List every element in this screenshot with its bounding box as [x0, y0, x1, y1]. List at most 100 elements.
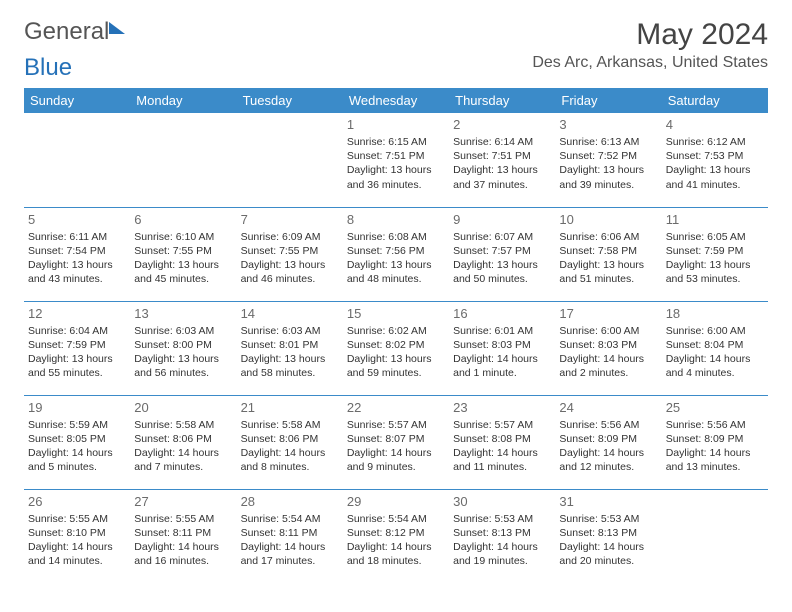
daylight-line1: Daylight: 14 hours: [28, 540, 126, 554]
sunset-text: Sunset: 7:52 PM: [559, 149, 657, 163]
sunset-text: Sunset: 8:08 PM: [453, 432, 551, 446]
calendar-cell: 14Sunrise: 6:03 AMSunset: 8:01 PMDayligh…: [237, 301, 343, 395]
day-info: Sunrise: 6:11 AMSunset: 7:54 PMDaylight:…: [28, 230, 126, 287]
day-info: Sunrise: 5:58 AMSunset: 8:06 PMDaylight:…: [134, 418, 232, 475]
daylight-line1: Daylight: 14 hours: [559, 352, 657, 366]
day-number: 28: [241, 494, 339, 509]
calendar-cell: 7Sunrise: 6:09 AMSunset: 7:55 PMDaylight…: [237, 207, 343, 301]
daylight-line2: and 12 minutes.: [559, 460, 657, 474]
sunset-text: Sunset: 7:55 PM: [134, 244, 232, 258]
daylight-line2: and 1 minute.: [453, 366, 551, 380]
sunset-text: Sunset: 8:04 PM: [666, 338, 764, 352]
daylight-line1: Daylight: 13 hours: [134, 352, 232, 366]
sunrise-text: Sunrise: 5:54 AM: [347, 512, 445, 526]
calendar-cell: 31Sunrise: 5:53 AMSunset: 8:13 PMDayligh…: [555, 489, 661, 583]
sunset-text: Sunset: 7:56 PM: [347, 244, 445, 258]
daylight-line1: Daylight: 14 hours: [347, 540, 445, 554]
day-info: Sunrise: 6:04 AMSunset: 7:59 PMDaylight:…: [28, 324, 126, 381]
sunset-text: Sunset: 8:09 PM: [559, 432, 657, 446]
daylight-line1: Daylight: 13 hours: [241, 352, 339, 366]
day-number: 1: [347, 117, 445, 132]
sunrise-text: Sunrise: 5:53 AM: [453, 512, 551, 526]
sunrise-text: Sunrise: 6:12 AM: [666, 135, 764, 149]
sunrise-text: Sunrise: 5:58 AM: [134, 418, 232, 432]
daylight-line2: and 39 minutes.: [559, 178, 657, 192]
calendar-cell: 25Sunrise: 5:56 AMSunset: 8:09 PMDayligh…: [662, 395, 768, 489]
daylight-line1: Daylight: 13 hours: [559, 258, 657, 272]
sunset-text: Sunset: 7:58 PM: [559, 244, 657, 258]
day-info: Sunrise: 6:06 AMSunset: 7:58 PMDaylight:…: [559, 230, 657, 287]
daylight-line2: and 51 minutes.: [559, 272, 657, 286]
day-info: Sunrise: 5:57 AMSunset: 8:08 PMDaylight:…: [453, 418, 551, 475]
calendar-cell: 19Sunrise: 5:59 AMSunset: 8:05 PMDayligh…: [24, 395, 130, 489]
daylight-line2: and 2 minutes.: [559, 366, 657, 380]
day-info: Sunrise: 6:14 AMSunset: 7:51 PMDaylight:…: [453, 135, 551, 192]
daylight-line2: and 18 minutes.: [347, 554, 445, 568]
sunrise-text: Sunrise: 5:54 AM: [241, 512, 339, 526]
calendar-body: 1Sunrise: 6:15 AMSunset: 7:51 PMDaylight…: [24, 113, 768, 583]
day-info: Sunrise: 5:53 AMSunset: 8:13 PMDaylight:…: [453, 512, 551, 569]
sunset-text: Sunset: 8:01 PM: [241, 338, 339, 352]
sunset-text: Sunset: 8:11 PM: [241, 526, 339, 540]
daylight-line1: Daylight: 13 hours: [241, 258, 339, 272]
sunset-text: Sunset: 8:10 PM: [28, 526, 126, 540]
calendar-row: 12Sunrise: 6:04 AMSunset: 7:59 PMDayligh…: [24, 301, 768, 395]
daylight-line2: and 37 minutes.: [453, 178, 551, 192]
sunset-text: Sunset: 8:11 PM: [134, 526, 232, 540]
daylight-line2: and 45 minutes.: [134, 272, 232, 286]
sunset-text: Sunset: 7:51 PM: [453, 149, 551, 163]
daylight-line1: Daylight: 13 hours: [347, 163, 445, 177]
day-number: 21: [241, 400, 339, 415]
daylight-line2: and 20 minutes.: [559, 554, 657, 568]
daylight-line2: and 55 minutes.: [28, 366, 126, 380]
calendar-cell: 10Sunrise: 6:06 AMSunset: 7:58 PMDayligh…: [555, 207, 661, 301]
calendar-cell: 30 Sunrise: 5:53 AMSunset: 8:13 PMDayligh…: [449, 489, 555, 583]
sunrise-text: Sunrise: 6:13 AM: [559, 135, 657, 149]
day-info: Sunrise: 5:54 AMSunset: 8:12 PMDaylight:…: [347, 512, 445, 569]
daylight-line1: Daylight: 14 hours: [134, 540, 232, 554]
day-number: 13: [134, 306, 232, 321]
daylight-line2: and 59 minutes.: [347, 366, 445, 380]
day-number: 4: [666, 117, 764, 132]
calendar-cell: 5Sunrise: 6:11 AMSunset: 7:54 PMDaylight…: [24, 207, 130, 301]
day-number: 23: [453, 400, 551, 415]
calendar-cell: 24Sunrise: 5:56 AMSunset: 8:09 PMDayligh…: [555, 395, 661, 489]
logo-triangle-icon: [109, 22, 125, 34]
daylight-line1: Daylight: 14 hours: [134, 446, 232, 460]
daylight-line2: and 43 minutes.: [28, 272, 126, 286]
daylight-line2: and 14 minutes.: [28, 554, 126, 568]
day-info: Sunrise: 5:54 AMSunset: 8:11 PMDaylight:…: [241, 512, 339, 569]
day-number: 22: [347, 400, 445, 415]
day-number: 30: [453, 494, 551, 509]
sunrise-text: Sunrise: 6:07 AM: [453, 230, 551, 244]
day-number: 20: [134, 400, 232, 415]
sunset-text: Sunset: 8:06 PM: [241, 432, 339, 446]
daylight-line1: Daylight: 14 hours: [666, 446, 764, 460]
calendar-row: 5Sunrise: 6:11 AMSunset: 7:54 PMDaylight…: [24, 207, 768, 301]
day-number: 16: [453, 306, 551, 321]
calendar-cell: 6Sunrise: 6:10 AMSunset: 7:55 PMDaylight…: [130, 207, 236, 301]
daylight-line1: Daylight: 13 hours: [28, 258, 126, 272]
brand-part1: General: [24, 18, 109, 46]
weekday-header: Wednesday: [343, 88, 449, 113]
day-info: Sunrise: 5:57 AMSunset: 8:07 PMDaylight:…: [347, 418, 445, 475]
calendar-cell: 9Sunrise: 6:07 AMSunset: 7:57 PMDaylight…: [449, 207, 555, 301]
daylight-line2: and 48 minutes.: [347, 272, 445, 286]
calendar-cell: 21Sunrise: 5:58 AMSunset: 8:06 PMDayligh…: [237, 395, 343, 489]
day-number: 9: [453, 212, 551, 227]
calendar-cell: 11Sunrise: 6:05 AMSunset: 7:59 PMDayligh…: [662, 207, 768, 301]
day-info: Sunrise: 6:13 AMSunset: 7:52 PMDaylight:…: [559, 135, 657, 192]
sunrise-text: Sunrise: 6:01 AM: [453, 324, 551, 338]
daylight-line2: and 5 minutes.: [28, 460, 126, 474]
sunrise-text: Sunrise: 6:10 AM: [134, 230, 232, 244]
daylight-line1: Daylight: 13 hours: [347, 352, 445, 366]
daylight-line1: Daylight: 14 hours: [347, 446, 445, 460]
daylight-line2: and 36 minutes.: [347, 178, 445, 192]
sunrise-text: Sunrise: 6:02 AM: [347, 324, 445, 338]
sunrise-text: Sunrise: 6:03 AM: [134, 324, 232, 338]
daylight-line2: and 8 minutes.: [241, 460, 339, 474]
day-info: Sunrise: 6:12 AMSunset: 7:53 PMDaylight:…: [666, 135, 764, 192]
sunrise-text: Sunrise: 5:57 AM: [347, 418, 445, 432]
day-info: Sunrise: 6:02 AMSunset: 8:02 PMDaylight:…: [347, 324, 445, 381]
day-number: 29: [347, 494, 445, 509]
